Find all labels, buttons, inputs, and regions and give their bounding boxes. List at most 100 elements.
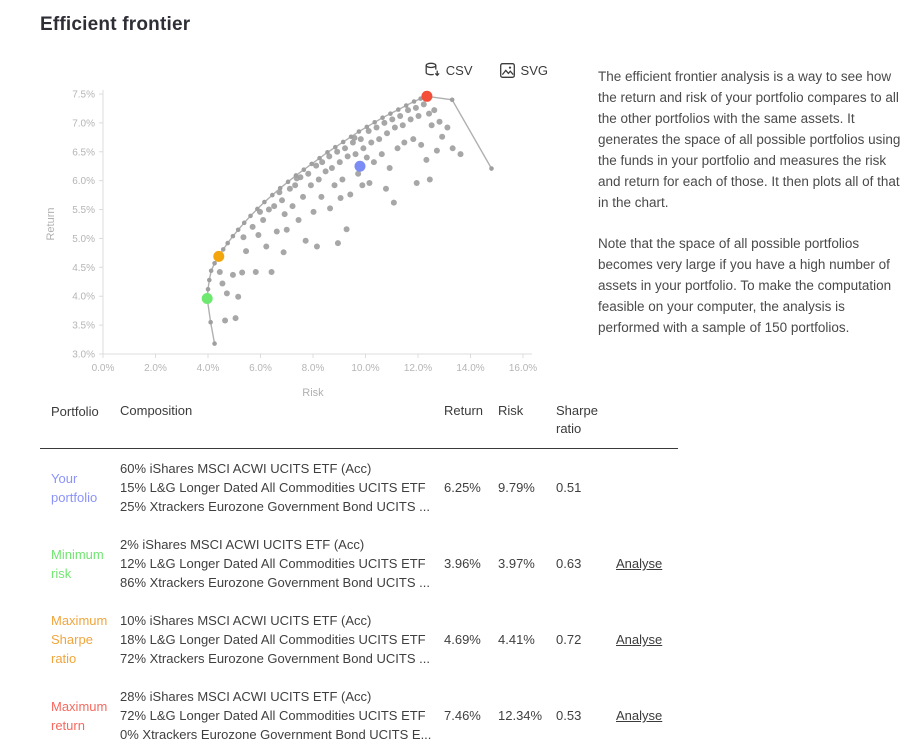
return-cell: 7.46% <box>444 708 481 723</box>
y-tick-label: 5.5% <box>72 205 95 216</box>
sharpe-cell: 0.72 <box>556 632 582 647</box>
frontier-point <box>208 319 213 325</box>
sample-portfolio-point <box>240 234 247 241</box>
y-tick-label: 7.5% <box>72 90 95 101</box>
sample-portfolio-point <box>222 317 229 324</box>
sample-portfolio-point <box>283 226 290 233</box>
sample-portfolio-point <box>363 154 370 161</box>
composition-cell: 60% iShares MSCI ACWI UCITS ETF (Acc) 15%… <box>120 459 444 516</box>
sample-portfolio-point <box>433 147 440 154</box>
composition-cell: 28% iShares MSCI ACWI UCITS ETF (Acc) 72%… <box>120 687 444 744</box>
sample-portfolio-point <box>431 107 438 114</box>
analyse-link[interactable]: Analyse <box>616 556 663 571</box>
y-tick-label: 6.0% <box>72 176 95 187</box>
sample-portfolio-point <box>449 145 456 152</box>
sample-portfolio-point <box>355 170 362 177</box>
frontier-point <box>301 167 307 172</box>
table-row: Your portfolio 60% iShares MSCI ACWI UCIT… <box>40 449 678 525</box>
composition-line: 10% iShares MSCI ACWI UCITS ETF (Acc) <box>120 613 372 628</box>
composition-line: 86% Xtrackers Eurozone Government Bond U… <box>120 575 430 590</box>
sample-portfolio-point <box>426 176 433 183</box>
efficient-frontier-line <box>206 95 493 344</box>
sample-portfolio-point <box>279 197 286 204</box>
frontier-point <box>285 179 291 185</box>
composition-line: 25% Xtrackers Eurozone Government Bond U… <box>120 499 430 514</box>
y-tick-label: 3.5% <box>72 321 95 332</box>
sample-portfolio-point <box>328 164 335 171</box>
export-csv-button[interactable]: CSV <box>424 62 473 79</box>
database-download-icon <box>424 62 441 79</box>
return-cell: 6.25% <box>444 480 481 495</box>
frontier-point <box>255 206 260 212</box>
frontier-point <box>364 124 370 130</box>
frontier-point <box>396 107 401 112</box>
frontier-point <box>317 155 322 161</box>
frontier-point <box>411 99 417 104</box>
sample-portfolio-point <box>391 124 398 131</box>
sample-portfolio-point <box>378 151 385 158</box>
return-cell: 3.96% <box>444 556 481 571</box>
sample-portfolio-point <box>384 130 391 137</box>
sample-portfolio-point <box>305 170 312 177</box>
sample-portfolio-point <box>359 182 366 189</box>
chart-description: The efficient frontier analysis is a way… <box>598 66 906 358</box>
table-header-row: Portfolio Composition Return Risk Sharpe… <box>40 396 678 449</box>
sharpe-cell: 0.63 <box>556 556 582 571</box>
sample-portfolio-point <box>420 101 427 108</box>
sample-portfolio-point <box>444 124 451 131</box>
analyse-link[interactable]: Analyse <box>616 632 663 647</box>
sample-portfolio-point <box>342 145 349 152</box>
sample-portfolio-point <box>326 153 333 160</box>
sample-portfolio-point <box>376 136 383 143</box>
composition-cell: 2% iShares MSCI ACWI UCITS ETF (Acc) 12% … <box>120 535 444 592</box>
sample-portfolio-point <box>292 182 299 189</box>
sample-portfolio-point <box>423 156 430 163</box>
sample-portfolio-point <box>382 185 389 192</box>
your-portfolio-point[interactable] <box>354 160 366 172</box>
frontier-point <box>333 144 338 150</box>
y-tick-label: 7.0% <box>72 118 95 129</box>
frontier-point <box>293 173 299 178</box>
table-row: Maximum return 28% iShares MSCI ACWI UCIT… <box>40 677 678 753</box>
y-tick-label: 6.5% <box>72 147 95 158</box>
y-axis-title: Return <box>45 207 57 240</box>
actions-cell: Analyse <box>616 632 678 647</box>
composition-line: 2% iShares MSCI ACWI UCITS ETF (Acc) <box>120 537 365 552</box>
sample-portfolio-point <box>352 151 359 158</box>
composition-line: 72% L&G Longer Dated All Commodities UCI… <box>120 708 426 723</box>
x-tick-label: 10.0% <box>351 363 379 374</box>
page-title: Efficient frontier <box>40 14 191 35</box>
chart-export-actions: CSV SVG <box>40 62 548 79</box>
sample-portfolio-point <box>339 176 346 183</box>
analyse-link[interactable]: Analyse <box>616 708 663 723</box>
sample-portfolio-point <box>235 293 242 300</box>
sample-portfolio-point <box>407 116 414 123</box>
sample-portfolio-point <box>243 248 250 255</box>
sample-portfolio-point <box>368 139 375 146</box>
sample-portfolio-point <box>439 133 446 140</box>
minimum-risk-point[interactable] <box>201 293 213 305</box>
y-tick-label: 4.0% <box>72 292 95 303</box>
maximum-sharpe-ratio-point[interactable] <box>213 250 225 262</box>
export-svg-button[interactable]: SVG <box>499 62 548 79</box>
frontier-point <box>225 240 230 246</box>
frontier-point <box>212 341 217 346</box>
sample-portfolio-point <box>280 249 287 256</box>
frontier-point <box>489 166 494 171</box>
frontier-point <box>230 233 236 239</box>
description-paragraph-2: Note that the space of all possible port… <box>598 236 892 335</box>
x-tick-label: 2.0% <box>144 363 167 374</box>
sample-portfolio-point <box>313 243 320 250</box>
maximum-return-point[interactable] <box>421 90 433 102</box>
sample-portfolio-point <box>360 145 367 152</box>
frontier-point <box>207 277 212 283</box>
composition-line: 0% Xtrackers Eurozone Government Bond UC… <box>120 727 432 742</box>
x-axis-title: Risk <box>302 387 324 398</box>
frontier-point <box>277 185 283 191</box>
sample-portfolio-point <box>307 182 314 189</box>
description-paragraph-1: The efficient frontier analysis is a way… <box>598 69 901 210</box>
sample-portfolio-point <box>370 159 377 166</box>
y-tick-label: 4.5% <box>72 263 95 274</box>
composition-line: 72% Xtrackers Eurozone Government Bond U… <box>120 651 430 666</box>
sample-portfolio-point <box>334 148 341 155</box>
